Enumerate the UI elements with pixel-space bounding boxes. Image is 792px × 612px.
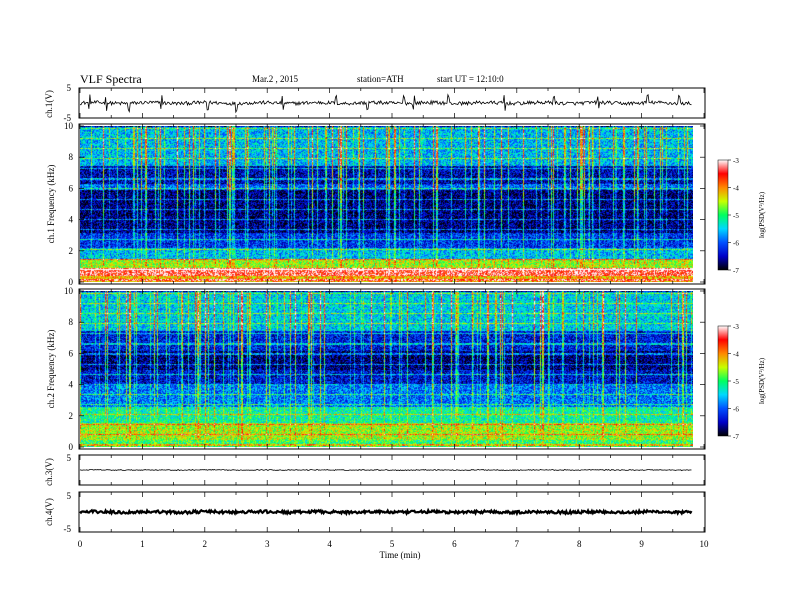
time-tick-label: 3 [265, 539, 270, 549]
frequency-tick-label: 8 [69, 317, 74, 327]
time-tick-label: 5 [390, 539, 395, 549]
frequency-tick-label: 0 [69, 442, 74, 452]
ch1-ytick-bottom: -5 [64, 113, 72, 123]
colorbar-tick-label: -6 [733, 406, 739, 414]
colorbar-tick-label: -7 [733, 267, 739, 275]
ch2-spec-ylabel: ch.2 Frequency (kHz) [46, 330, 56, 409]
frequency-tick-label: 4 [69, 215, 74, 225]
figure-title: VLF Spectra [80, 72, 142, 86]
ch1-waveform-panel: 5 -5 ch.1(V) [44, 83, 706, 123]
ch4-ytick-bottom: -5 [64, 524, 72, 534]
ch4-waveform-panel: 5 -5 ch.4(V) [44, 491, 706, 534]
ch2-spectrogram-panel: 10 8 6 4 2 0 ch.2 Frequency (kHz) [46, 286, 706, 452]
ch3-waveform-panel: 5 ch.3(V) [44, 453, 706, 486]
ch3-ylabel: ch.3(V) [44, 458, 54, 486]
ch1-spectrogram-image [80, 126, 693, 282]
colorbar-tick-label: -5 [733, 378, 739, 386]
ch4-ytick-top: 5 [67, 491, 72, 501]
ch2-time-ticks-spec [79, 289, 705, 449]
colorbar-tick-label: -4 [733, 185, 739, 193]
frequency-tick-label: 10 [64, 286, 74, 296]
colorbar-tick-label: -7 [733, 433, 739, 441]
colorbar-tick-label: -3 [733, 323, 739, 331]
colorbar-tick-label: -5 [733, 212, 739, 220]
time-tick-label: 10 [700, 539, 710, 549]
frequency-tick-label: 2 [69, 246, 74, 256]
ch2-colorbar-label: log(PSD(V²/Hz) [758, 357, 766, 404]
ch1-colorbar-label: log(PSD(V²/Hz) [758, 191, 766, 238]
frequency-tick-label: 8 [69, 152, 74, 162]
ch1-time-ticks-spec [79, 124, 705, 284]
ch4-trace [79, 507, 693, 517]
ch1-frequency-ticks: 10 8 6 4 2 0 [64, 121, 705, 287]
time-axis-label: Time (min) [380, 550, 421, 560]
ch1-trace [80, 93, 692, 114]
frequency-tick-label: 6 [69, 348, 74, 358]
ch1-ylabel: ch.1(V) [44, 90, 54, 118]
time-tick-label: 7 [515, 539, 520, 549]
time-tick-label: 6 [452, 539, 457, 549]
ch1-time-ticks [79, 88, 705, 118]
ch2-spectrogram-image [80, 291, 693, 447]
time-tick-label: 4 [327, 539, 332, 549]
ch3-time-ticks [79, 455, 705, 485]
ch2-colorbar: -3 -4 -5 -6 -7 log(PSD(V²/Hz) [717, 323, 766, 441]
start-time-label: start UT = 12:10:0 [437, 74, 504, 84]
ch1-spec-ylabel: ch.1 Frequency (kHz) [46, 165, 56, 244]
time-tick-label: 2 [203, 539, 208, 549]
colorbar-tick-label: -4 [733, 351, 739, 359]
ch4-ylabel: ch.4(V) [44, 498, 54, 526]
ch3-ytick-top: 5 [67, 453, 72, 463]
ch1-spectrogram-panel: 10 8 6 4 2 0 ch.1 Frequency (kHz) [46, 121, 706, 287]
time-tick-label: 1 [140, 539, 145, 549]
ch1-ytick-top: 5 [67, 83, 72, 93]
ch3-trace [79, 469, 692, 472]
time-axis: 0 1 2 3 4 5 6 7 8 9 10 [78, 539, 709, 549]
time-tick-label: 9 [639, 539, 644, 549]
date-label: Mar.2 , 2015 [252, 74, 298, 84]
ch4-time-ticks [79, 492, 705, 532]
frequency-tick-label: 0 [69, 277, 74, 287]
station-label: station=ATH [357, 74, 404, 84]
time-tick-label: 8 [577, 539, 582, 549]
colorbar-tick-label: -6 [733, 240, 739, 248]
ch1-colorbar-ticks: -3 -4 -5 -6 -7 [728, 157, 739, 275]
frequency-tick-label: 2 [69, 411, 74, 421]
time-tick-label: 0 [78, 539, 83, 549]
frequency-tick-label: 4 [69, 380, 74, 390]
colorbar-tick-label: -3 [733, 157, 739, 165]
ch1-colorbar: -3 -4 -5 -6 -7 log(PSD(V²/Hz) [717, 157, 766, 275]
frequency-tick-label: 10 [64, 121, 74, 131]
frequency-tick-label: 6 [69, 183, 74, 193]
ch2-colorbar-ticks: -3 -4 -5 -6 -7 [728, 323, 739, 441]
